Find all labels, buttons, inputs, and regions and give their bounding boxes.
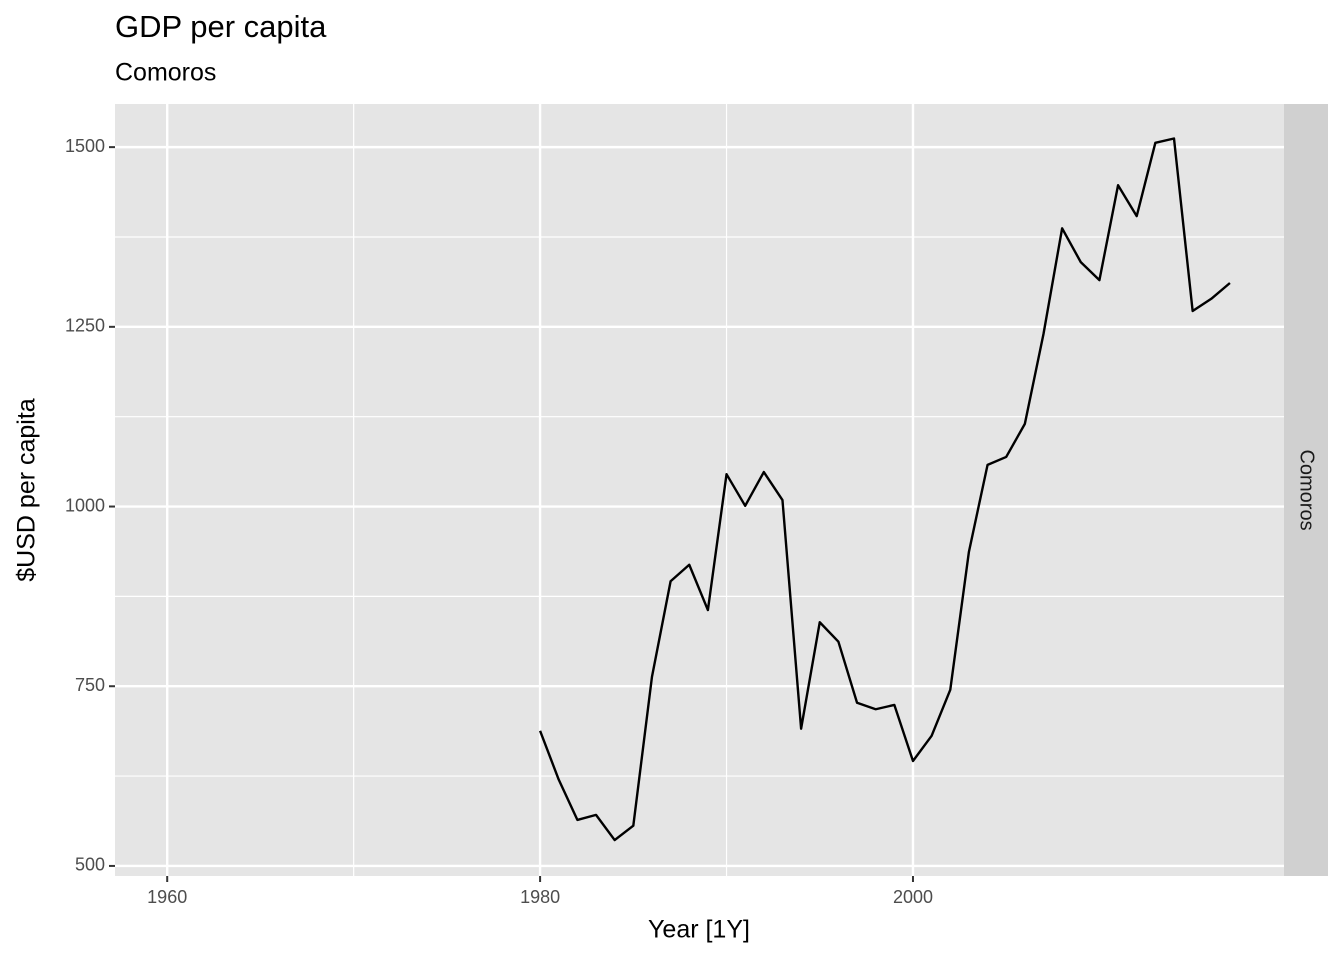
y-axis-title: $USD per capita (13, 398, 41, 582)
x-tick-label: 2000 (893, 887, 933, 907)
facet-label: Comoros (1296, 449, 1318, 530)
x-tick-label: 1960 (147, 887, 187, 907)
chart-title: GDP per capita (115, 9, 327, 44)
x-axis-title: Year [1Y] (648, 916, 750, 944)
y-tick-label: 750 (75, 675, 105, 695)
y-tick-label: 1500 (65, 136, 105, 156)
line (538, 137, 1231, 842)
chart-subtitle: Comoros (115, 59, 216, 87)
y-tick-label: 1000 (65, 495, 105, 515)
facet-strip (1284, 104, 1328, 876)
y-tick-label: 500 (75, 855, 105, 875)
x-tick-label: 1980 (520, 887, 560, 907)
y-tick-label: 1250 (65, 316, 105, 336)
panel (115, 104, 1284, 876)
